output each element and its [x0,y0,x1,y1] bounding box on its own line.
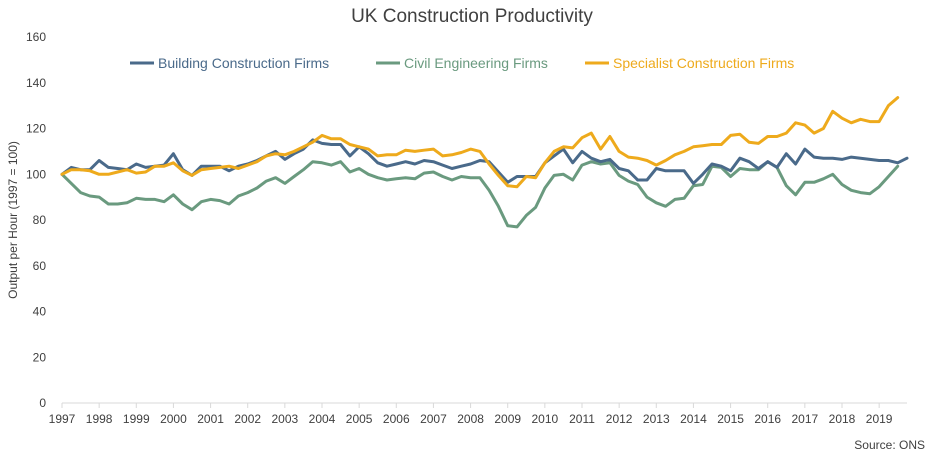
y-tick-label: 0 [39,396,46,410]
x-tick-label: 2005 [346,412,373,426]
x-tick-label: 1998 [86,412,113,426]
x-tick-label: 2006 [383,412,410,426]
legend-label: Building Construction Firms [158,55,329,71]
x-tick-label: 2016 [754,412,781,426]
y-axis-title: Output per Hour (1997 = 100) [6,141,20,299]
x-tick-label: 2013 [643,412,670,426]
y-axis: 0 20 40 60 80 100 120 140 160 [26,30,46,410]
legend-label: Specialist Construction Firms [613,55,794,71]
y-tick-label: 40 [33,305,47,319]
x-tick-label: 2017 [792,412,819,426]
legend-label: Civil Engineering Firms [404,55,548,71]
series-layer [60,96,909,229]
y-tick-label: 120 [26,122,46,136]
y-tick-label: 100 [26,167,46,181]
x-tick-label: 2001 [197,412,224,426]
x-tick-label: 2003 [272,412,299,426]
source-note: Source: ONS [854,438,925,452]
x-tick-label: 2019 [866,412,893,426]
y-tick-label: 80 [33,213,47,227]
x-tick-label: 2010 [532,412,559,426]
x-tick-label: 2018 [829,412,856,426]
y-tick-label: 20 [33,350,47,364]
x-tick-label: 1999 [123,412,150,426]
y-tick-label: 60 [33,259,47,273]
series-line-specialist-construction-firms [60,96,900,189]
x-axis: 1997 1998 1999 2000 2001 2002 2003 2004 2005 2006… [49,402,907,426]
x-tick-label: 2012 [606,412,633,426]
x-tick-label: 2004 [309,412,336,426]
chart-title: UK Construction Productivity [351,6,593,27]
x-tick-label: 2000 [160,412,187,426]
x-tick-label: 2002 [234,412,261,426]
x-tick-label: 2007 [420,412,447,426]
y-tick-label: 160 [26,30,46,44]
series-line-building-construction-firms [60,138,909,185]
x-tick-label: 2009 [494,412,521,426]
x-tick-label: 2014 [680,412,707,426]
x-tick-label: 1997 [49,412,76,426]
y-tick-label: 140 [26,76,46,90]
x-tick-label: 2015 [717,412,744,426]
chart-legend: Building Construction Firms Civil Enginee… [130,55,794,71]
x-tick-label: 2011 [569,412,595,426]
x-tick-label: 2008 [457,412,484,426]
